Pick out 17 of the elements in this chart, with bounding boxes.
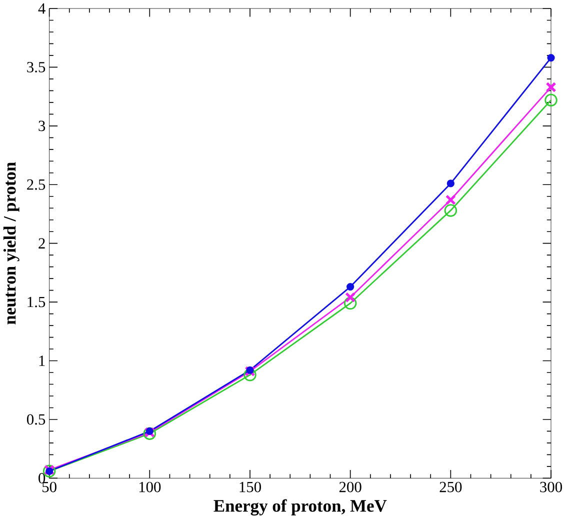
x-axis-title: Energy of proton, MeV [214,499,387,516]
y-tick-label: 1.5 [28,296,46,308]
y-tick-label: 2 [38,238,45,248]
y-tick-label: 0 [38,473,46,484]
x-tick-label: 250 [440,482,462,492]
y-tick-label: 4 [38,3,46,14]
x-tick-label: 150 [240,482,261,492]
x-tick-label: 100 [139,482,161,492]
x-tick-label: 300 [540,482,562,492]
x-tick-label: 50 [42,482,56,492]
y-tick-label: 3 [38,120,46,132]
y-tick-label: 2.5 [27,179,46,190]
y-tick-label: 1 [39,356,45,366]
y-tick-label: 3.5 [27,62,46,72]
y-axis-title: neutron yield / proton [3,162,20,324]
y-tick-label: 0.5 [26,414,46,425]
x-tick-label: 200 [339,482,362,492]
